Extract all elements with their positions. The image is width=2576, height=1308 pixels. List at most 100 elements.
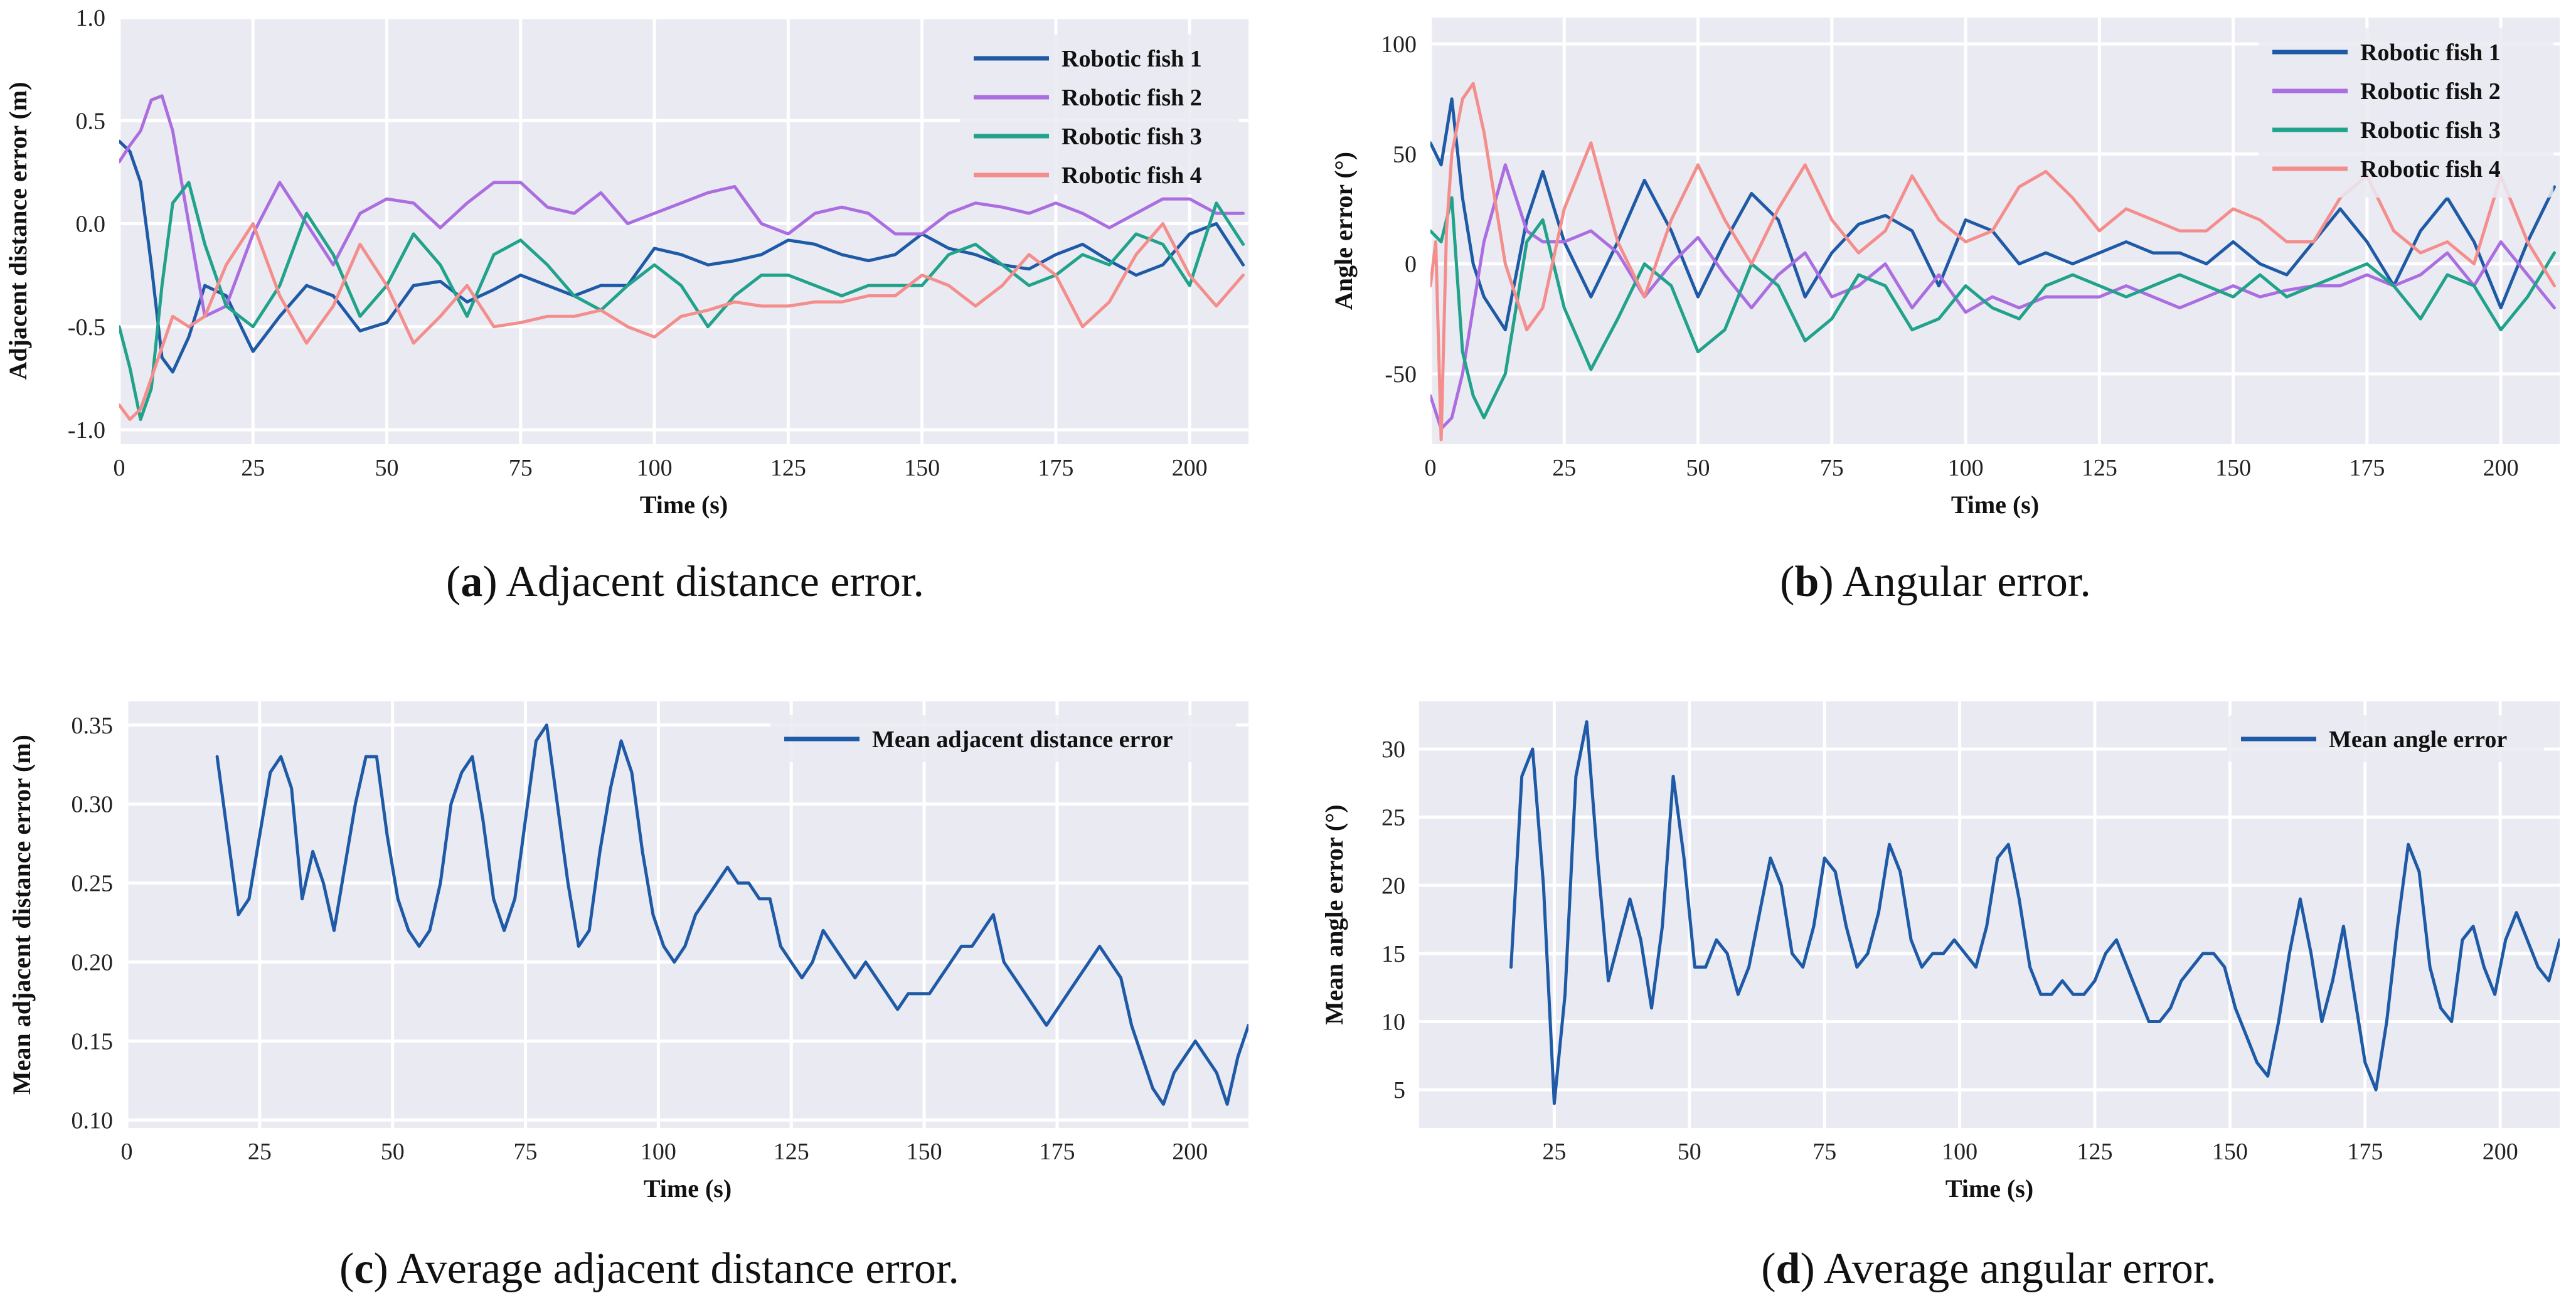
series-group: [119, 94, 1245, 422]
y-tick-label: 0.25: [72, 871, 114, 897]
y-tick-label: 0.30: [72, 792, 114, 818]
series-line-2: [1430, 163, 2556, 430]
x-tick-label: 100: [1942, 1139, 1977, 1165]
x-tick-label: 50: [1678, 1139, 1701, 1165]
series-group: [215, 723, 1248, 1106]
x-tick-label: 150: [2215, 455, 2251, 481]
caption-open-paren: (: [339, 1245, 354, 1293]
y-axis-label: Adjacent distance error (m): [4, 82, 32, 380]
caption-text: Adjacent distance error.: [506, 558, 924, 606]
y-axis-label: Angle error (°): [1329, 152, 1358, 310]
x-tick-label: 125: [2077, 1139, 2113, 1165]
y-tick-label: 30: [1381, 736, 1405, 763]
caption: (a) Adjacent distance error.: [446, 558, 924, 606]
y-tick-label: 0.10: [72, 1107, 114, 1134]
y-tick-label: 0.20: [72, 950, 114, 976]
caption-open-paren: (: [446, 558, 460, 606]
x-axis-label: Time (s): [1945, 1174, 2033, 1203]
y-tick-label: 1.0: [76, 5, 106, 31]
y-tick-label: -1.0: [68, 417, 105, 444]
x-tick-label: 25: [241, 455, 265, 481]
legend-label-1: Robotic fish 1: [2360, 40, 2501, 66]
legend-box: [960, 35, 1239, 194]
x-tick-label: 200: [1172, 1139, 1208, 1165]
legend-box: [770, 715, 1236, 762]
x-tick-label: 25: [248, 1139, 272, 1165]
caption-close-paren: ): [1800, 1245, 1823, 1293]
legend-label-3: Robotic fish 3: [2360, 117, 2501, 144]
x-axis-label: Time (s): [1951, 491, 2039, 519]
caption: (b) Angular error.: [1780, 558, 2091, 606]
y-tick-label: -50: [1385, 361, 1417, 388]
caption-letter: c: [354, 1245, 373, 1293]
legend-box: [2227, 715, 2544, 762]
y-tick-label: 20: [1381, 873, 1405, 899]
caption-letter: d: [1776, 1245, 1801, 1293]
caption-open-paren: (: [1761, 1245, 1775, 1293]
x-tick-label: 200: [1172, 455, 1208, 481]
caption-text: Angular error.: [1842, 558, 2091, 606]
caption-close-paren: ): [1819, 558, 1842, 606]
plot-area: [127, 701, 1248, 1128]
y-tick-label: 0.5: [76, 108, 106, 134]
legend-label-2: Robotic fish 2: [1062, 85, 1202, 111]
x-tick-label: 0: [121, 1139, 133, 1165]
series-line-1: [1509, 720, 2560, 1105]
x-tick-label: 125: [2082, 455, 2117, 481]
panel-a: 0 25 50 75 100 125 150 175 200 -1.0 -0.5 0.0 0.5 1.0 T…: [4, 5, 1248, 606]
x-tick-label: 125: [770, 455, 806, 481]
x-tick-label: 75: [1812, 1139, 1836, 1165]
legend-label-2: Robotic fish 2: [2360, 78, 2501, 105]
legend-label-1: Robotic fish 1: [1062, 46, 1202, 72]
x-tick-label: 75: [1820, 455, 1844, 481]
caption: (c) Average adjacent distance error.: [339, 1245, 959, 1293]
y-tick-label: -0.5: [68, 314, 105, 341]
x-tick-label: 150: [904, 455, 940, 481]
legend-label-4: Robotic fish 4: [1062, 162, 1202, 189]
x-tick-label: 100: [641, 1139, 676, 1165]
series-line-1: [1430, 97, 2556, 332]
legend: Robotic fish 1 Robotic fish 2 Robotic fish…: [960, 35, 1239, 194]
x-axis-label: Time (s): [640, 491, 728, 519]
y-tick-label: 0.15: [72, 1028, 114, 1055]
panel-d: 25 50 75 100 125 150 175 200 5 10 15 20 25 30 Time (s)…: [1320, 701, 2560, 1293]
legend: Mean adjacent distance error: [770, 715, 1236, 762]
caption-letter: a: [460, 558, 482, 606]
x-tick-label: 150: [907, 1139, 942, 1165]
x-tick-label: 50: [1686, 455, 1710, 481]
x-tick-label: 100: [1948, 455, 1984, 481]
x-tick-label: 150: [2212, 1139, 2248, 1165]
x-tick-label: 0: [1425, 455, 1437, 481]
y-tick-label: 5: [1393, 1077, 1405, 1103]
y-tick-label: 25: [1381, 805, 1405, 831]
series-group: [1509, 720, 2560, 1105]
y-tick-label: 0: [1405, 252, 1417, 278]
x-tick-label: 200: [2483, 455, 2519, 481]
x-tick-label: 175: [1038, 455, 1073, 481]
caption-close-paren: ): [373, 1245, 397, 1293]
x-tick-label: 200: [2483, 1139, 2518, 1165]
x-axis-label: Time (s): [644, 1174, 732, 1203]
caption-text: Average angular error.: [1823, 1245, 2216, 1293]
x-tick-label: 50: [375, 455, 399, 481]
x-tick-label: 175: [1039, 1139, 1075, 1165]
legend-label-4: Robotic fish 4: [2360, 156, 2501, 183]
y-axis-label: Mean adjacent distance error (m): [8, 735, 36, 1095]
y-tick-label: 0.0: [76, 211, 106, 238]
series-line-4: [1430, 82, 2556, 442]
x-tick-label: 75: [514, 1139, 538, 1165]
caption-text: Average adjacent distance error.: [397, 1245, 959, 1293]
y-tick-label: 10: [1381, 1009, 1405, 1036]
x-tick-label: 25: [1542, 1139, 1566, 1165]
legend-label-1: Mean adjacent distance error: [872, 726, 1173, 753]
legend: Robotic fish 1 Robotic fish 2 Robotic fish…: [2259, 28, 2553, 198]
x-tick-label: 50: [381, 1139, 405, 1165]
x-tick-label: 100: [637, 455, 673, 481]
legend-label-1: Mean angle error: [2329, 726, 2507, 753]
series-line-3: [1430, 196, 2556, 420]
y-tick-label: 15: [1381, 941, 1405, 967]
x-tick-label: 125: [774, 1139, 809, 1165]
legend: Mean angle error: [2227, 715, 2544, 762]
x-tick-label: 75: [509, 455, 533, 481]
